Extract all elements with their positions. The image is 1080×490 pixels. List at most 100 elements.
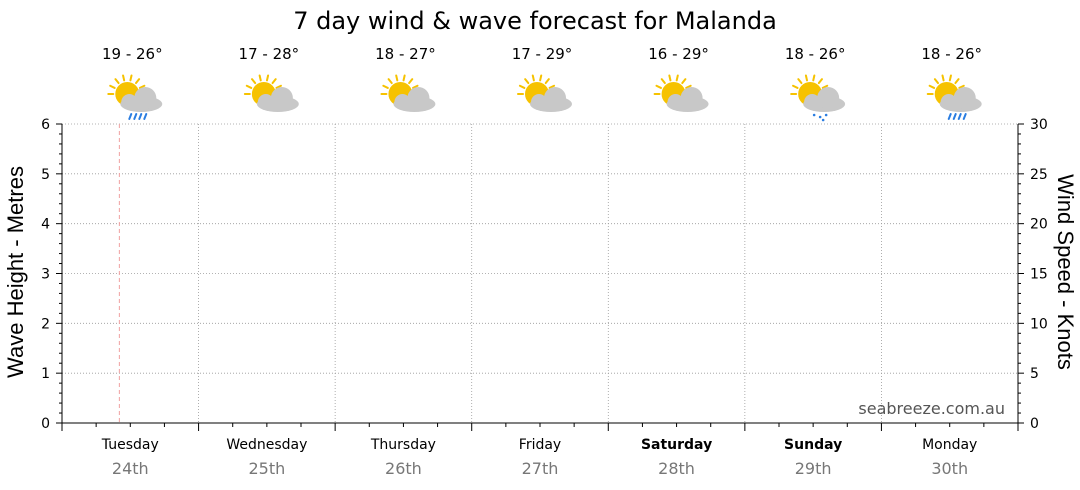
partly-cloudy-icon [517, 74, 572, 112]
sun-ray [812, 74, 816, 82]
right-axis-title: Wind Speed - Knots [1053, 174, 1078, 370]
sun-ray [408, 78, 414, 85]
temperature-label: 18 - 26° [785, 45, 846, 63]
cloud-puff [804, 94, 821, 110]
temperature-label: 19 - 26° [102, 45, 163, 63]
left-tick-label: 3 [41, 267, 50, 283]
rain-drop [957, 113, 962, 120]
cloud-puff [270, 87, 293, 109]
cloud-puff [394, 94, 411, 110]
rain-drop [947, 113, 952, 120]
x-axis-ticks [61, 423, 1019, 431]
sun-ray [382, 84, 389, 89]
cloud-puff [817, 87, 840, 109]
right-tick-label: 5 [1030, 366, 1039, 382]
sun-ray [275, 84, 282, 89]
rain-drop [962, 113, 967, 120]
sun-ray [524, 78, 530, 85]
partly-cloudy-icon [653, 74, 709, 112]
sun-ray [668, 74, 672, 82]
sun-ray [675, 74, 679, 82]
date-label: 29th [795, 459, 832, 478]
sun-ray [797, 78, 803, 85]
day-label: Wednesday [226, 437, 307, 453]
sun-ray [531, 74, 535, 82]
grid-lines [62, 123, 1018, 423]
cloud-puff [940, 94, 957, 110]
right-tick-label: 25 [1030, 167, 1048, 183]
sun-ray [258, 74, 262, 82]
sun-ray [245, 84, 253, 89]
left-tick-label: 0 [41, 416, 50, 432]
day-label: Monday [922, 437, 977, 453]
sun-ray [948, 74, 952, 82]
sun-ray [138, 84, 146, 89]
right-tick-label: 20 [1030, 217, 1048, 233]
temperature-label: 17 - 29° [512, 45, 573, 63]
sun-ray [958, 84, 965, 89]
sun-ray [251, 78, 257, 85]
x-axis-day-labels: Tuesday 24th Wednesday 25th Thursday 26th Frid… [101, 437, 978, 478]
cloud-puff [667, 94, 684, 110]
left-tick-label: 6 [41, 117, 50, 133]
sun-ray [933, 78, 939, 85]
sun-ray [122, 74, 126, 82]
date-label: 28th [658, 459, 695, 478]
shower-drop [824, 113, 828, 117]
date-label: 30th [931, 459, 968, 478]
cloud-puff [680, 87, 703, 109]
sun-ray [681, 78, 687, 85]
date-label: 27th [522, 459, 559, 478]
rain-drop [143, 113, 148, 120]
left-tick-label: 5 [41, 167, 50, 183]
shower-drop [812, 113, 816, 117]
cloud-puff [257, 94, 274, 110]
weather-icon-row [107, 74, 982, 122]
partly-cloudy-icon [243, 74, 299, 112]
rain-drop [128, 113, 133, 120]
sun-ray [518, 84, 526, 89]
chart-title: 7 day wind & wave forecast for Malanda [293, 7, 777, 35]
right-tick-label: 0 [1030, 416, 1039, 432]
temperature-label: 18 - 27° [375, 45, 436, 63]
sun-ray [941, 74, 945, 82]
left-tick-label: 1 [41, 366, 50, 382]
day-label: Sunday [784, 437, 842, 453]
sun-ray [655, 84, 662, 89]
shower-drop [818, 115, 822, 119]
sun-ray [804, 74, 809, 82]
sun-ray [265, 74, 270, 82]
watermark: seabreeze.com.au [858, 399, 1005, 418]
partly-cloudy-icon [380, 74, 436, 112]
cloud-puff [953, 87, 976, 109]
showers-icon [790, 74, 846, 122]
right-y-axis-ticks: 0 5 10 15 20 25 30 [1018, 117, 1048, 432]
right-tick-label: 15 [1030, 267, 1048, 283]
temperature-label: 18 - 26° [921, 45, 982, 63]
cloud-puff [544, 87, 566, 109]
left-tick-label: 2 [41, 316, 50, 332]
right-tick-label: 10 [1030, 316, 1048, 332]
sun-ray [129, 74, 133, 82]
date-label: 24th [112, 459, 149, 478]
sun-ray [954, 78, 960, 85]
cloud-puff [121, 94, 138, 110]
sun-ray [402, 74, 406, 82]
day-label: Saturday [641, 437, 712, 453]
sun-ray [660, 78, 666, 85]
date-label: 26th [385, 459, 422, 478]
sun-ray [928, 84, 936, 89]
rain-icon [107, 74, 163, 120]
sun-ray [109, 84, 116, 89]
cloud-puff [531, 94, 547, 110]
rain-drop [133, 113, 138, 120]
sun-ray [135, 78, 141, 85]
temperature-label: 17 - 28° [239, 45, 300, 63]
date-label: 25th [248, 459, 285, 478]
temperature-row: 19 - 26° 17 - 28° 18 - 27° 17 - 29° 16 - 29°… [102, 45, 982, 63]
right-tick-label: 30 [1030, 117, 1048, 133]
sun-ray [685, 84, 692, 89]
sun-ray [817, 78, 823, 85]
day-label: Thursday [370, 437, 436, 453]
day-label: Friday [519, 437, 561, 453]
